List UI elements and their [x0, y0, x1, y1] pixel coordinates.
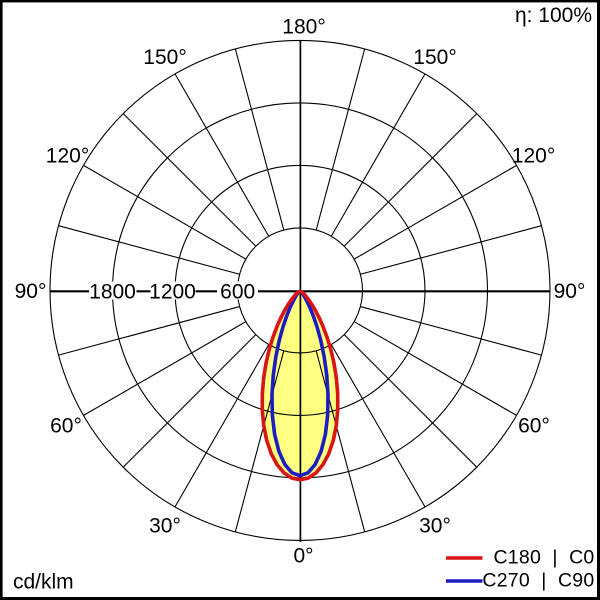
svg-text:180°: 180°: [282, 16, 325, 39]
svg-text:30°: 30°: [419, 514, 451, 537]
svg-text:60°: 60°: [50, 415, 82, 438]
svg-text:30°: 30°: [149, 514, 181, 537]
svg-text:C270 | C90: C270 | C90: [482, 569, 594, 591]
svg-text:90°: 90°: [15, 280, 47, 303]
svg-text:1200: 1200: [149, 280, 196, 303]
svg-text:120°: 120°: [46, 145, 89, 168]
svg-text:η: 100%: η: 100%: [515, 4, 592, 27]
svg-text:0°: 0°: [293, 544, 313, 567]
svg-text:C180 | C0: C180 | C0: [493, 546, 594, 568]
svg-text:150°: 150°: [413, 46, 456, 69]
svg-text:120°: 120°: [512, 145, 555, 168]
svg-text:1800: 1800: [89, 280, 136, 303]
svg-text:600: 600: [220, 280, 255, 303]
svg-text:60°: 60°: [518, 415, 550, 438]
svg-text:cd/klm: cd/klm: [13, 570, 74, 593]
svg-text:90°: 90°: [554, 280, 586, 303]
svg-text:150°: 150°: [143, 46, 186, 69]
